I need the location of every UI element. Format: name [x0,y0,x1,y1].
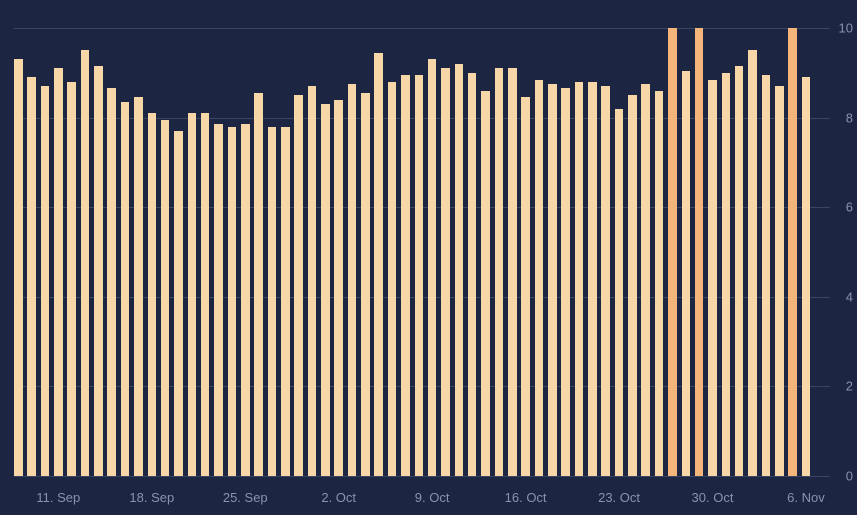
bar[interactable] [695,28,704,476]
bar[interactable] [575,82,584,476]
bar[interactable] [668,28,677,476]
bar[interactable] [214,124,223,476]
bar[interactable] [334,100,343,476]
x-tick-label: 18. Sep [129,490,174,505]
plot-area [14,28,830,476]
bar[interactable] [481,91,490,476]
bar[interactable] [495,68,504,476]
bar[interactable] [374,53,383,476]
bar[interactable] [254,93,263,476]
bar[interactable] [455,64,464,476]
bar[interactable] [161,120,170,476]
x-tick-label: 6. Nov [787,490,825,505]
bar[interactable] [588,82,597,476]
bar[interactable] [174,131,183,476]
y-tick-label: 6 [846,200,857,215]
bar[interactable] [201,113,210,476]
bar[interactable] [134,97,143,476]
bar[interactable] [762,75,771,476]
bar[interactable] [121,102,130,476]
bar[interactable] [615,109,624,476]
bar[interactable] [548,84,557,476]
x-tick-label: 23. Oct [598,490,640,505]
gridline [14,476,830,477]
bar[interactable] [735,66,744,476]
bar[interactable] [521,97,530,476]
bar[interactable] [401,75,410,476]
bar[interactable] [308,86,317,476]
bar[interactable] [388,82,397,476]
bar[interactable] [655,91,664,476]
bar[interactable] [107,88,116,476]
bar[interactable] [41,86,50,476]
x-tick-label: 9. Oct [415,490,450,505]
bar[interactable] [94,66,103,476]
y-tick-label: 8 [846,110,857,125]
bars-container [14,28,830,476]
bar[interactable] [775,86,784,476]
bar[interactable] [241,124,250,476]
bar[interactable] [281,127,290,476]
bar[interactable] [802,77,811,476]
bar[interactable] [148,113,157,476]
bar[interactable] [188,113,197,476]
bar[interactable] [268,127,277,476]
bar-chart: 0 2 4 6 8 10 11. Sep 18. Sep 25. Sep 2. Oct 9. Oc… [0,0,857,515]
bar[interactable] [348,84,357,476]
bar[interactable] [294,95,303,476]
x-tick-label: 11. Sep [36,490,80,505]
bar[interactable] [468,73,477,476]
bar[interactable] [67,82,76,476]
bar[interactable] [682,71,691,476]
bar[interactable] [508,68,517,476]
bar[interactable] [601,86,610,476]
bar[interactable] [54,68,63,476]
x-tick-label: 25. Sep [223,490,268,505]
bar[interactable] [27,77,36,476]
y-tick-label: 2 [846,379,857,394]
y-tick-label: 4 [846,289,857,304]
bar[interactable] [228,127,237,476]
bar[interactable] [748,50,757,476]
bar[interactable] [81,50,90,476]
x-tick-label: 2. Oct [321,490,356,505]
y-tick-label: 10 [839,21,857,36]
bar[interactable] [441,68,450,476]
x-tick-label: 30. Oct [692,490,734,505]
bar[interactable] [415,75,424,476]
bar[interactable] [561,88,570,476]
bar[interactable] [428,59,437,476]
y-tick-label: 0 [846,469,857,484]
bar[interactable] [788,28,797,476]
x-tick-label: 16. Oct [505,490,547,505]
bar[interactable] [722,73,731,476]
bar[interactable] [535,80,544,476]
bar[interactable] [628,95,637,476]
bar[interactable] [361,93,370,476]
bar[interactable] [321,104,330,476]
bar[interactable] [14,59,23,476]
bar[interactable] [641,84,650,476]
bar[interactable] [708,80,717,476]
